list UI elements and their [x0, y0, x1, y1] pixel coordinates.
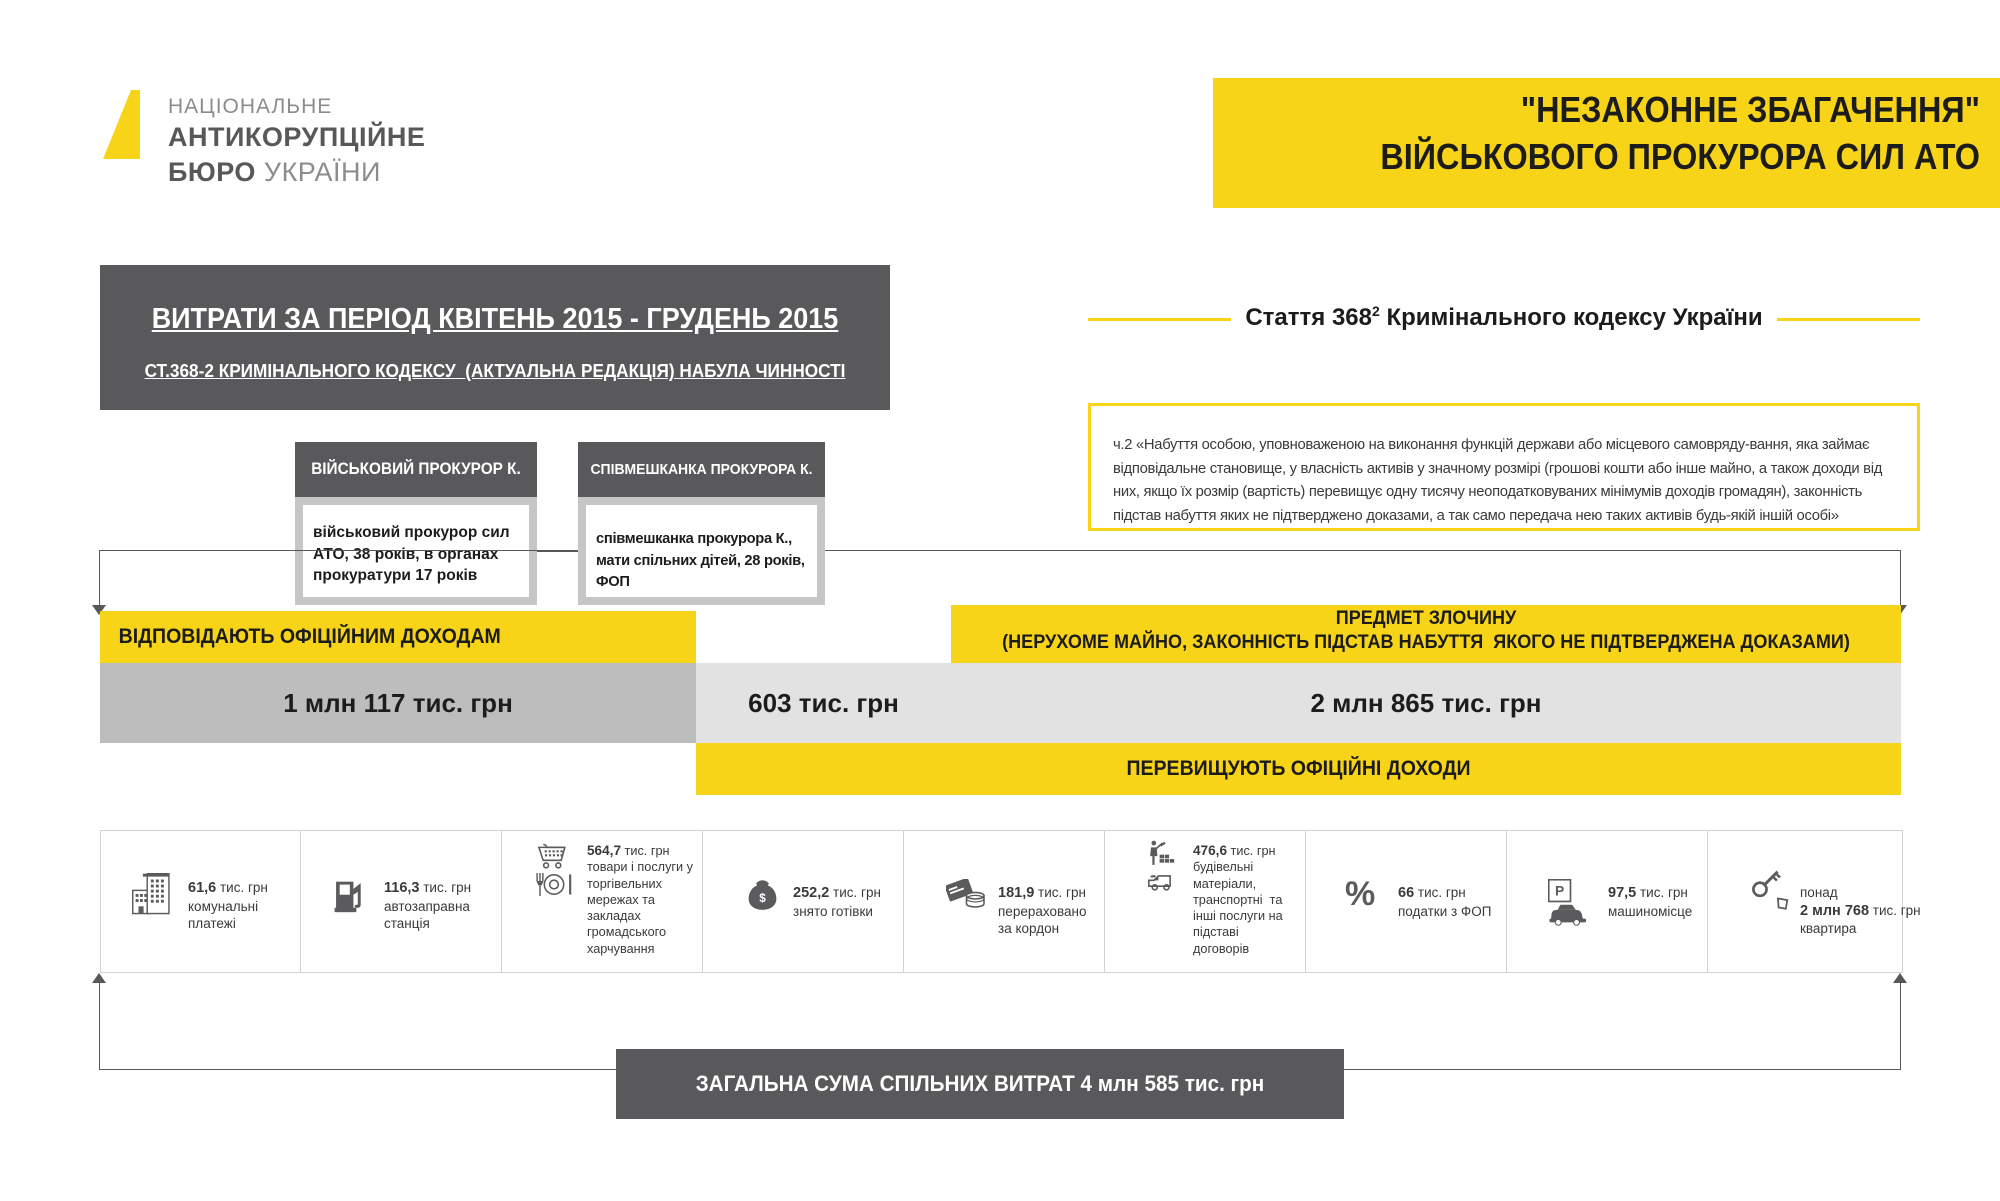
svg-text:$: $	[759, 892, 766, 905]
svg-text:P: P	[1555, 884, 1564, 899]
